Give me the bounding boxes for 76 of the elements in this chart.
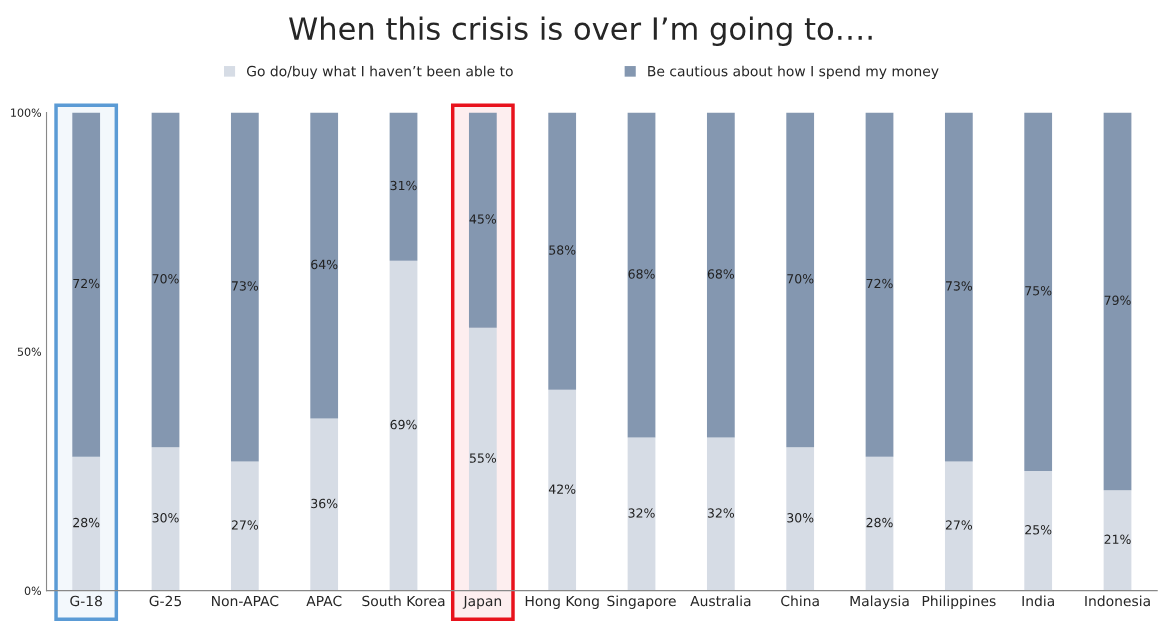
y-tick-label: 50% [17,347,42,356]
bar [865,456,894,591]
bar [548,389,577,591]
data-label: 68% [707,269,735,279]
bar [230,112,259,462]
bar [468,327,497,591]
bar [468,112,497,328]
data-label: 72% [866,278,893,289]
x-tick-label: APAC [306,595,342,607]
data-label: 30% [152,513,179,523]
data-label: 68% [628,269,655,279]
x-tick-label: G-25 [149,595,182,607]
x-tick-label: Japan [462,595,502,609]
bar [389,112,418,261]
bar [706,112,735,438]
data-label: 70% [787,274,814,284]
data-label: 21% [1104,534,1131,545]
bar [786,112,815,448]
data-label: 70% [152,274,179,284]
data-label: 72% [73,278,100,289]
data-label: 31% [390,180,417,191]
data-label: 30% [787,513,814,523]
data-label: 42% [548,484,576,494]
data-label: 36% [311,498,338,509]
data-label: 69% [390,419,417,430]
chart-title: When this crisis is over I’m going to…. [289,16,872,47]
x-tick-label: Indonesia [1085,595,1150,607]
data-label: 73% [945,281,973,291]
x-tick-label: China [781,595,819,607]
bar [1024,112,1053,472]
x-tick-label: Australia [690,595,751,607]
data-label: 79% [1104,295,1131,305]
x-tick-label: Hong Kong [525,595,599,609]
bar [944,112,973,462]
y-tick-label: 0% [24,586,42,595]
data-label: 75% [1025,285,1052,296]
bar [230,461,259,591]
bar [389,260,418,591]
bar [1103,112,1132,491]
data-label: 25% [1025,525,1052,535]
y-tick-label: 100% [11,108,42,117]
data-label: 27% [231,520,259,530]
bar [865,112,894,457]
bar [944,461,973,591]
data-label: 55% [469,453,497,463]
x-tick-label: South Korea [362,595,445,607]
data-label: 28% [73,517,100,528]
bar [706,437,735,591]
data-label: 32% [628,508,655,518]
data-label: 73% [231,281,259,291]
legend-label: Go do/buy what I haven’t been able to [246,65,513,80]
bar [1103,490,1132,591]
bar [72,456,101,591]
bar [151,447,180,591]
data-label: 27% [945,520,973,530]
data-label: 32% [707,508,735,518]
bar [627,112,656,438]
x-tick-label: India [1022,595,1054,607]
bar [310,418,339,591]
bar [1024,471,1053,591]
x-tick-label: Singapore [607,595,676,609]
x-tick-label: Non-APAC [212,595,279,607]
bar [151,112,180,448]
data-label: 45% [469,214,497,224]
bar [627,437,656,591]
data-label: 64% [311,259,338,270]
bar [310,112,339,419]
bar [548,112,577,390]
x-tick-label: G-18 [70,595,102,607]
data-label: 28% [866,517,893,528]
bar [72,112,101,457]
x-tick-label: Philippines [922,595,996,609]
x-tick-label: Malaysia [850,595,909,609]
data-label: 58% [549,245,576,255]
bar [786,447,815,591]
legend-label: Be cautious about how I spend my money [648,65,939,80]
